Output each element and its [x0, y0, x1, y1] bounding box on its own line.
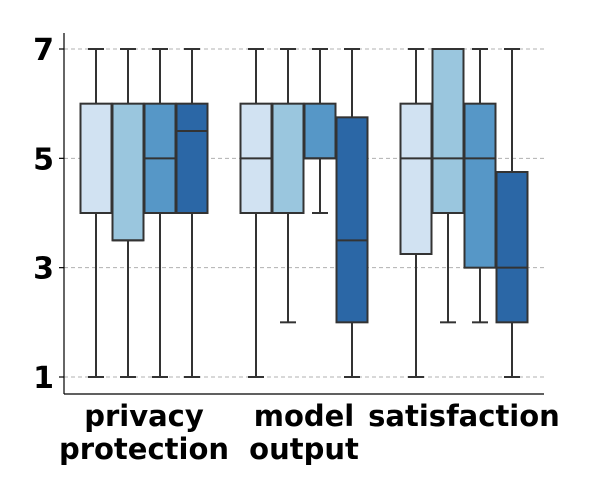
box-group-0 [79, 48, 209, 378]
box-0-1 [111, 102, 145, 242]
y-tick-labels: 1 3 5 7 [33, 33, 64, 396]
box-2-2 [463, 102, 497, 269]
box-1-3 [335, 116, 369, 324]
box-group-2 [399, 48, 529, 378]
box-1-2 [303, 102, 337, 160]
box-group-1 [239, 48, 369, 378]
y-tick-label: 5 [33, 142, 54, 177]
box-1-1 [271, 102, 305, 214]
x-category-label: model output [249, 399, 359, 466]
y-tick-label: 1 [33, 361, 54, 396]
axes [63, 33, 544, 395]
x-category-label: privacy protection [59, 399, 229, 466]
box-plot-boxes [79, 48, 529, 378]
x-category-labels: privacy protection model output satisfaction [59, 399, 560, 466]
x-category-label-line: privacy [84, 399, 204, 433]
box-2-1 [431, 48, 465, 214]
x-category-label-line: satisfaction [368, 399, 560, 433]
y-tick-label: 7 [33, 33, 54, 68]
x-category-label: satisfaction [368, 399, 560, 433]
y-tick-label: 3 [33, 252, 54, 287]
x-category-label-line: protection [59, 432, 229, 466]
box-0-0 [79, 102, 113, 214]
box-2-3 [495, 171, 529, 324]
x-category-label-line: output [249, 432, 359, 466]
box-2-0 [399, 102, 433, 255]
box-0-3 [175, 102, 209, 214]
x-category-label-line: model [254, 399, 355, 433]
